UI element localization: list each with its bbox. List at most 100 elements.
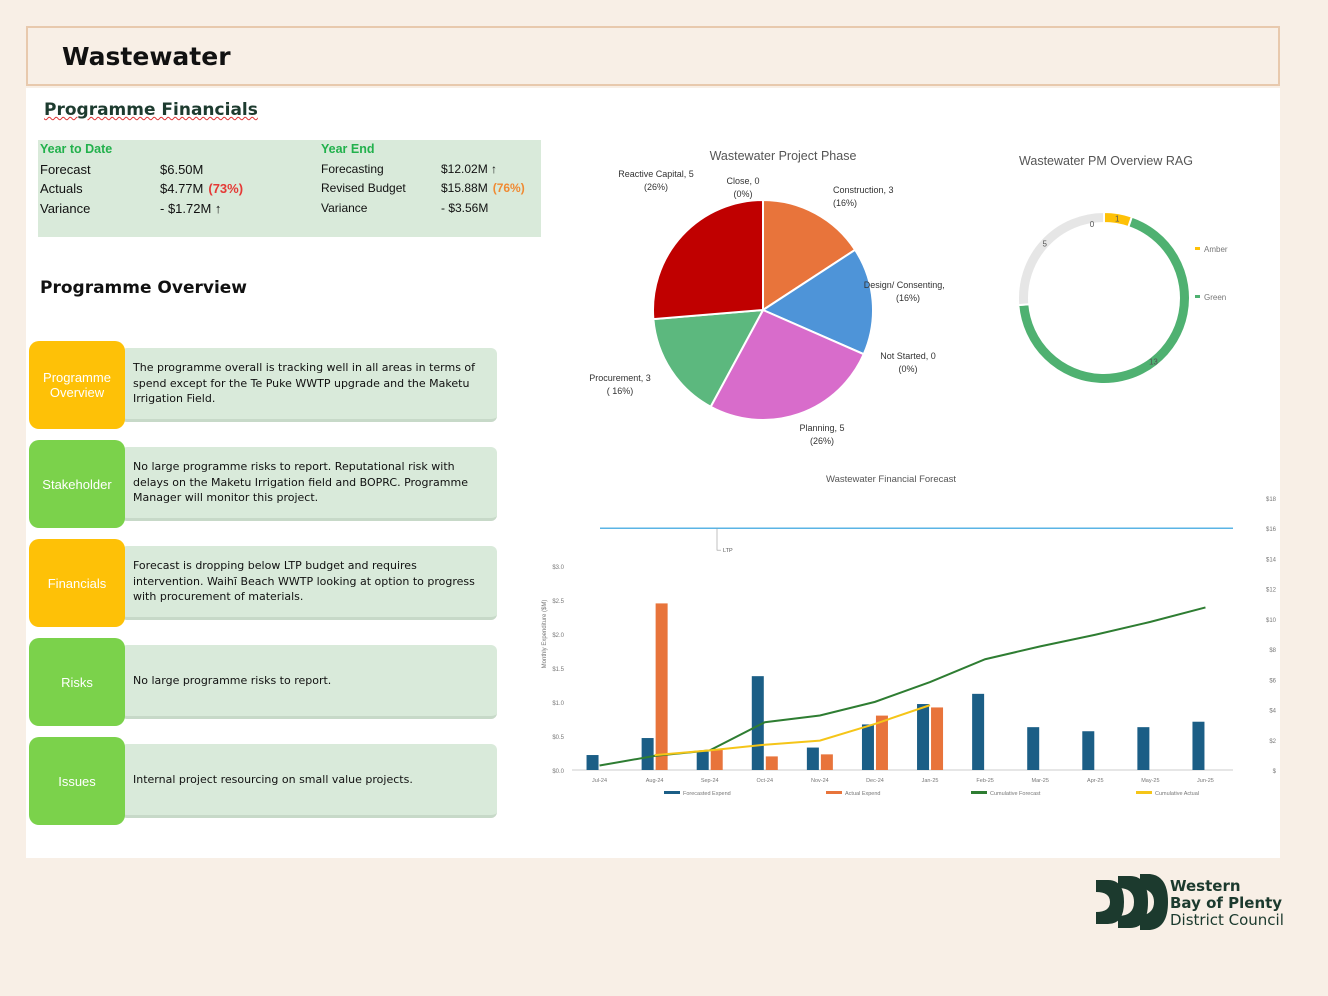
legend-swatch	[1195, 247, 1200, 250]
ye-row-label: Variance	[321, 200, 368, 215]
forecast-title: Wastewater Financial Forecast	[826, 474, 956, 485]
ytd-row-label: Variance	[40, 200, 91, 216]
logo-line-2: Bay of Plenty	[1170, 894, 1283, 912]
ye-row: Forecasting $12.02M ↑	[321, 160, 525, 180]
x-tick-label: Nov-24	[811, 778, 829, 784]
forecast-legend-label: Cumulative Forecast	[990, 791, 1041, 797]
overview-card-text-content: The programme overall is tracking well i…	[133, 361, 476, 406]
forecast-bar	[1027, 727, 1040, 770]
ye-row: Variance - $3.56M	[321, 199, 525, 219]
pie-label: Reactive Capital, 5 (26%)	[618, 169, 694, 192]
donut-legend-label: Green	[1204, 293, 1226, 302]
council-logo-icon	[1096, 874, 1168, 930]
y-tick-label: $2.0	[552, 633, 564, 639]
overview-card-text: No large programme risks to report. Repu…	[121, 447, 497, 521]
council-logo-text: Western Bay of Plenty District Council	[1170, 878, 1284, 929]
forecast-bar	[696, 751, 709, 770]
ytd-row-label: Forecast	[40, 161, 91, 177]
financials-box: Year to Date Forecast $6.50M Actuals $4.77M…	[38, 140, 541, 237]
forecast-bar	[917, 704, 930, 770]
y-tick-label: $0.0	[552, 769, 564, 775]
ye-row-label: Revised Budget	[321, 181, 406, 195]
actual-bar	[820, 754, 833, 770]
ye-row-value: - $3.56M	[441, 200, 489, 215]
dashboard-panel: Programme Financials Year to Date Foreca…	[26, 88, 1280, 858]
ytd-row-value: $4.77M	[160, 181, 204, 196]
forecast-bar	[1192, 721, 1205, 770]
overview-card: Financials Forecast is dropping below LTP…	[29, 539, 497, 627]
ye-row-label: Forecasting	[321, 161, 384, 176]
project-phase-pie-chart: Wastewater Project Phase Close, 0 (0%) Cons…	[589, 149, 946, 446]
x-tick-label: Jan-25	[922, 778, 939, 784]
x-tick-label: Feb-25	[976, 778, 993, 784]
overview-card: Issues Internal project resourcing on sma…	[29, 737, 497, 825]
y2-tick-label: $12	[1266, 588, 1276, 594]
ye-heading: Year End	[321, 142, 375, 156]
forecast-bar	[806, 747, 819, 770]
y2-tick-label: $14	[1266, 557, 1276, 563]
ytd-row: Variance - $1.72M ↑	[40, 199, 243, 219]
ytd-row: Actuals $4.77M (73%)	[40, 179, 243, 199]
actual-bar	[931, 707, 944, 770]
actual-bar	[875, 715, 888, 770]
pie-label: Design/ Consenting, 3 (16%)	[864, 280, 946, 303]
y2-tick-label: $	[1273, 769, 1276, 775]
overview-card-text: Internal project resourcing on small val…	[121, 744, 497, 818]
ytd-row-percent: (73%)	[208, 181, 244, 196]
x-tick-label: Mar-25	[1031, 778, 1048, 784]
forecast-bar	[1082, 731, 1095, 770]
forecast-bar	[1137, 727, 1150, 770]
x-tick-label: Oct-24	[757, 778, 774, 784]
ltp-label: LTP	[723, 548, 733, 554]
legend-swatch	[664, 791, 680, 794]
overview-card-text: No large programme risks to report.	[121, 645, 497, 719]
ytd-heading: Year to Date	[40, 142, 113, 156]
ye-column: Year End Forecasting $12.02M ↑ Revised Bud…	[321, 140, 525, 218]
cumulative-line	[599, 606, 1206, 767]
y2-tick-label: $8	[1269, 648, 1276, 654]
pie-label: Construction, 3 (16%)	[833, 185, 894, 208]
donut-title: Wastewater PM Overview RAG	[1019, 154, 1193, 168]
financial-forecast-chart: Wastewater Financial Forecast $0.0 $0.5 $1.…	[542, 474, 1276, 797]
actual-bar	[765, 756, 778, 770]
pie-label: Planning, 5 (26%)	[799, 423, 844, 446]
ye-row-percent: (76%)	[492, 181, 525, 195]
overview-card-text-content: No large programme risks to report.	[133, 673, 332, 687]
pie-slice	[760, 248, 874, 356]
overview-card-text: The programme overall is tracking well i…	[121, 348, 497, 422]
forecast-legend-label: Forecasted Expend	[683, 791, 731, 797]
y2-tick-label: $18	[1266, 497, 1276, 503]
donut-zero-label: 0	[1090, 220, 1095, 229]
overview-card-text: Forecast is dropping below LTP budget an…	[121, 546, 497, 620]
ytd-row: Forecast $6.50M	[40, 160, 243, 180]
overview-card-tag: Issues	[29, 737, 125, 825]
pie-title: Wastewater Project Phase	[710, 149, 857, 163]
y-tick-label: $2.5	[552, 599, 564, 605]
x-tick-label: May-25	[1141, 778, 1159, 784]
overview-heading: Programme Overview	[40, 278, 248, 298]
legend-swatch	[1136, 791, 1152, 794]
ltp-leader	[716, 528, 721, 551]
legend-swatch	[971, 791, 987, 794]
actual-bar	[655, 603, 668, 770]
y-axis-label: Monthly Expenditure ($M)	[542, 600, 548, 669]
x-tick-label: Sep-24	[701, 778, 719, 784]
pie-slice	[652, 198, 764, 321]
financials-heading: Programme Financials	[44, 100, 258, 120]
page-title: Wastewater	[62, 42, 231, 71]
y2-tick-label: $10	[1266, 618, 1276, 624]
ytd-row-label: Actuals	[40, 181, 83, 196]
forecast-legend-label: Cumulative Actual	[1155, 791, 1199, 797]
forecast-bar	[586, 755, 599, 770]
overview-card: Risks No large programme risks to report.	[29, 638, 497, 726]
y2-tick-label: $16	[1266, 527, 1276, 533]
logo-line-3: District Council	[1170, 911, 1284, 929]
y2-tick-label: $6	[1269, 678, 1276, 684]
ytd-row-value: $6.50M	[160, 161, 204, 177]
legend-swatch	[1195, 295, 1200, 298]
logo-line-1: Western	[1170, 877, 1241, 895]
pie-label: Not Started, 0 (0%)	[880, 351, 936, 374]
forecast-bar	[861, 724, 874, 770]
donut-legend-label: Amber	[1204, 245, 1228, 254]
x-tick-label: Jul-24	[592, 778, 607, 784]
